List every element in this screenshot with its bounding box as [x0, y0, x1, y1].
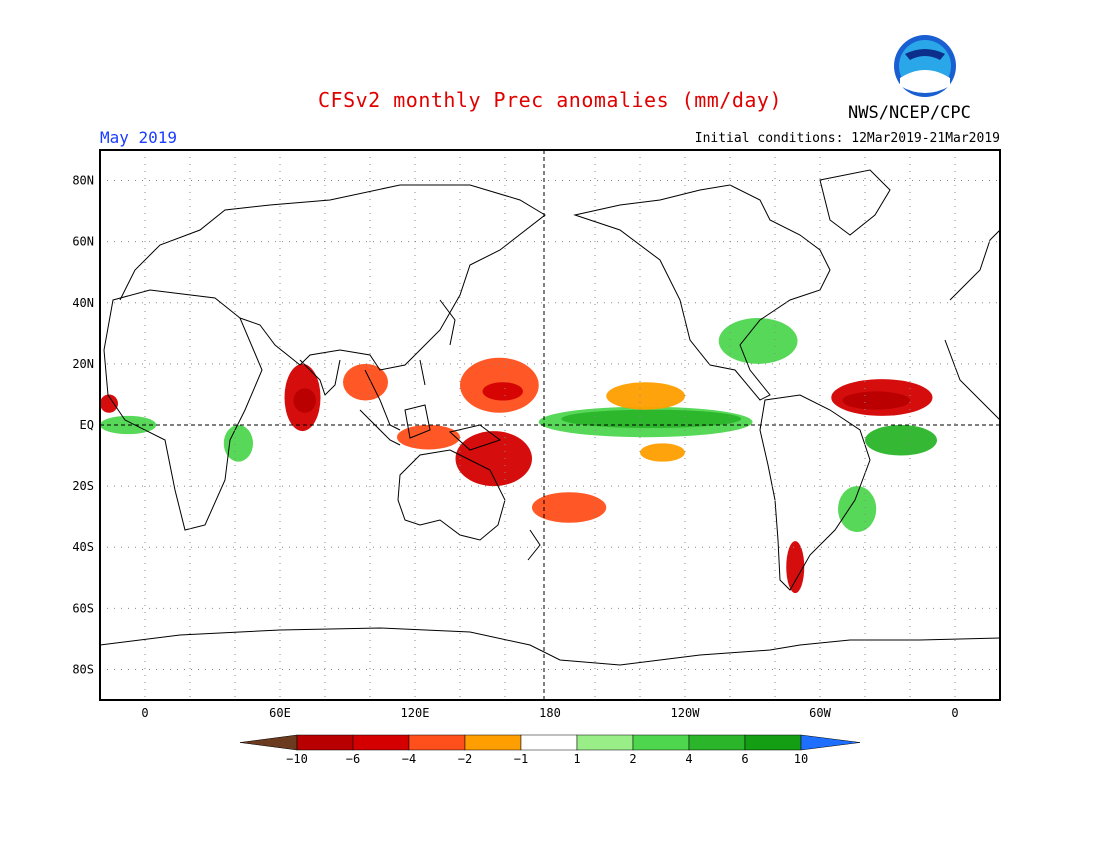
- coast-se-asia: [364, 369, 401, 431]
- chart-title: CFSv2 monthly Prec anomalies (mm/day): [317, 88, 783, 112]
- colorbar-label: 10: [794, 752, 808, 766]
- anomaly-east-pacific-dry: [606, 382, 685, 410]
- anomaly-indonesia-dry: [397, 425, 460, 450]
- anomaly-central-pacific-wet-core: [561, 409, 742, 429]
- colorbar-label: 2: [629, 752, 636, 766]
- coast-south-america: [759, 394, 871, 591]
- anomaly-gulf-of-mexico-wet: [718, 318, 798, 364]
- colorbar-labels: −10 −6 −4 −2 −1 1 2 4 6 10: [286, 752, 808, 766]
- lon-tick-label: 120E: [401, 706, 430, 720]
- lat-tick-label: EQ: [80, 418, 94, 432]
- lat-tick-label: 20N: [72, 357, 94, 371]
- colorbar-swatch: [744, 734, 802, 751]
- anomaly-brazil-south-wet: [838, 486, 877, 532]
- lat-tick-label: 40N: [72, 296, 94, 310]
- map-frame: [99, 149, 1001, 701]
- anomaly-south-west-pacific-dry: [455, 431, 532, 487]
- colorbar-label: 6: [741, 752, 748, 766]
- coast-north-america: [573, 184, 831, 401]
- lon-tick-label: 60E: [269, 706, 291, 720]
- lon-tick-label: 120W: [671, 706, 701, 720]
- colorbar-label: −6: [346, 752, 360, 766]
- coastlines: [99, 169, 1001, 666]
- anomaly-south-atlantic-wet: [865, 425, 937, 456]
- coast-borneo: [404, 404, 431, 439]
- noaa-logo-icon: [894, 35, 956, 97]
- colorbar-label: 4: [685, 752, 692, 766]
- coast-new-zealand: [527, 529, 541, 561]
- anomaly-chile-south-dry: [786, 541, 805, 594]
- colorbar-label: −1: [514, 752, 528, 766]
- lat-tick-label: 20S: [72, 479, 94, 493]
- colorbar-swatch: [352, 734, 410, 751]
- coast-africa-east-side: [944, 339, 1001, 421]
- colorbar-swatch: [296, 734, 354, 751]
- coast-sumatra: [359, 409, 401, 446]
- longitude-labels: 0 60E 120E 180 120W 60W 0: [141, 706, 958, 720]
- anomaly-atlantic-itcz-dry-core: [842, 391, 910, 410]
- colorbar-swatch: [464, 734, 522, 751]
- organization-label: NWS/NCEP/CPC: [848, 103, 971, 123]
- colorbar-label: 1: [573, 752, 580, 766]
- anomaly-west-pacific-dry-core: [482, 382, 523, 401]
- colorbar-swatch: [632, 734, 690, 751]
- lat-tick-label: 80N: [72, 174, 94, 188]
- anomaly-north-indian-ocean-dry-core: [293, 388, 316, 413]
- coast-new-guinea: [448, 424, 502, 451]
- lon-tick-label: 60W: [809, 706, 831, 720]
- anomaly-bay-of-bengal-dry: [343, 363, 388, 401]
- initial-conditions: Initial conditions: 12Mar2019-21Mar2019: [694, 131, 1000, 146]
- lat-tick-label: 40S: [72, 540, 94, 554]
- coast-greenland: [819, 169, 891, 236]
- colorbar-swatch: [688, 734, 746, 751]
- graticule: [100, 150, 1000, 700]
- coast-australia: [397, 449, 506, 541]
- anomaly-south-pacific-dry: [640, 443, 685, 462]
- lat-tick-label: 80S: [72, 662, 94, 676]
- coast-antarctica: [99, 627, 1001, 666]
- lon-tick-label: 0: [951, 706, 958, 720]
- latitude-labels: 80N 60N 40N 20N EQ 20S 40S 60S 80S: [72, 174, 94, 677]
- colorbar-swatch: [408, 734, 466, 751]
- coast-eurasia: [119, 184, 546, 371]
- coast-africa: [103, 289, 263, 531]
- colorbar: [239, 734, 861, 751]
- coast-japan: [439, 299, 456, 346]
- colorbar-arrow-right: [800, 734, 861, 751]
- forecast-period: May 2019: [100, 128, 178, 147]
- colorbar-label: −10: [286, 752, 308, 766]
- lon-tick-label: 180: [539, 706, 561, 720]
- colorbar-arrow-left: [239, 734, 298, 751]
- lat-tick-label: 60S: [72, 601, 94, 615]
- lon-tick-label: 0: [141, 706, 148, 720]
- anomaly-australia-south-dry: [532, 492, 607, 523]
- colorbar-label: −4: [402, 752, 416, 766]
- colorbar-swatch: [520, 734, 578, 751]
- coast-philippines: [419, 359, 426, 386]
- colorbar-swatch: [576, 734, 634, 751]
- anomaly-atlantic-west-dry: [100, 394, 118, 413]
- colorbar-label: −2: [458, 752, 472, 766]
- anomaly-layer: [100, 318, 937, 594]
- coast-europe-west: [949, 229, 1001, 301]
- lat-tick-label: 60N: [72, 235, 94, 249]
- anomaly-africa-east-wet: [223, 425, 253, 462]
